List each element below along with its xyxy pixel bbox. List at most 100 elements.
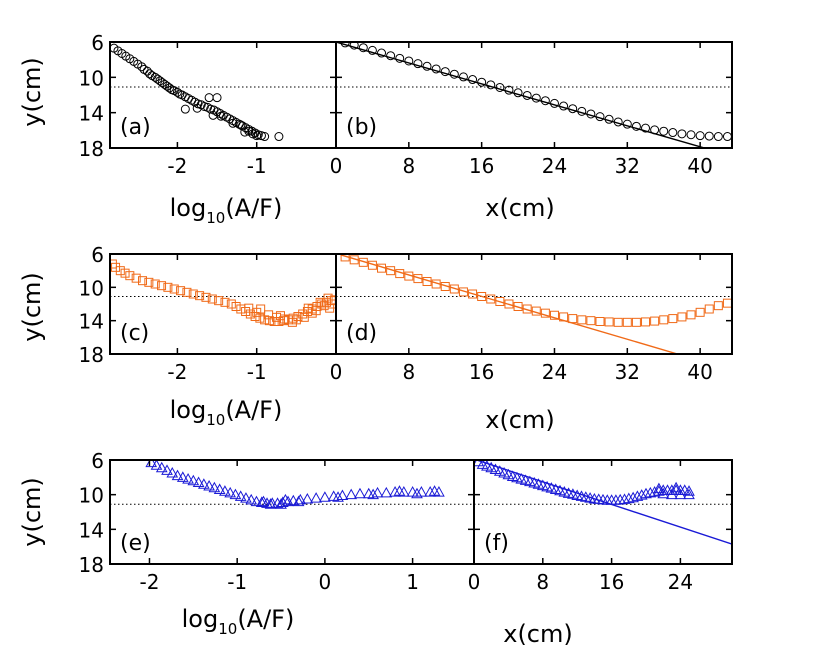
panel-d-point bbox=[595, 317, 605, 326]
panel-b-point bbox=[704, 131, 714, 141]
panel-d-point bbox=[449, 284, 459, 294]
panel-b-point bbox=[477, 77, 487, 87]
panel-c-point bbox=[110, 259, 117, 269]
panel-d-point bbox=[522, 304, 532, 314]
panel-d-point bbox=[349, 255, 359, 265]
panel-b-point bbox=[568, 104, 578, 114]
panel-e-point bbox=[354, 487, 366, 499]
panel-c-y-tick-label: 14 bbox=[79, 310, 104, 334]
panel-b-x-tick-label: 0 bbox=[330, 154, 343, 178]
panel-d-point bbox=[386, 266, 396, 276]
panel-d-point bbox=[422, 277, 432, 286]
panel-e-point bbox=[145, 460, 158, 468]
panel-b-point bbox=[549, 98, 559, 108]
panel-f-point bbox=[683, 485, 695, 496]
panel-a-plot: -2 -1 6 10 14 18 (a) bbox=[79, 31, 337, 178]
panel-e-point bbox=[287, 494, 300, 506]
panel-f-point bbox=[657, 487, 670, 499]
panel-d-x-tick-label: 40 bbox=[687, 360, 712, 384]
panel-e: y(cm) log10(A/F) bbox=[18, 477, 294, 638]
panel-b-point bbox=[540, 96, 550, 106]
panel-a-x-tick-label: -1 bbox=[247, 154, 267, 178]
panel-a-point bbox=[204, 93, 214, 103]
panel-c-point bbox=[131, 273, 141, 283]
panel-a-point bbox=[164, 83, 174, 93]
panel-b-point bbox=[395, 53, 405, 63]
panel-e-point bbox=[171, 469, 184, 481]
panel-b-point bbox=[440, 67, 450, 77]
panel-f-x-tick-label: 8 bbox=[536, 570, 549, 594]
panel-d-point bbox=[604, 317, 614, 327]
panel-c-y-tick-label: 18 bbox=[79, 343, 104, 367]
panel-d-fit-line bbox=[340, 254, 678, 354]
panel-c-point bbox=[245, 309, 255, 319]
panel-d-point bbox=[650, 316, 660, 326]
panel-d-point bbox=[513, 302, 523, 311]
panel-b-frame bbox=[335, 41, 733, 149]
panel-e-point bbox=[203, 479, 215, 491]
panel-f-point bbox=[674, 488, 687, 500]
panel-c-point bbox=[293, 312, 303, 321]
panel-c-marks bbox=[110, 259, 336, 327]
panel-b-point bbox=[650, 125, 660, 135]
panel-f-point bbox=[653, 485, 665, 496]
panel-b-x-tick-label: 24 bbox=[542, 154, 567, 178]
panel-b-point bbox=[668, 128, 678, 138]
panel-f-point bbox=[644, 486, 657, 498]
panel-e-point bbox=[176, 471, 189, 482]
panel-e-point bbox=[219, 485, 231, 496]
panel-c-ylabel: y(cm) bbox=[18, 272, 46, 342]
panel-b-fit-line bbox=[336, 42, 707, 148]
panel-d-point bbox=[686, 310, 696, 320]
panel-a-y-tick-label: 10 bbox=[79, 66, 104, 90]
panel-a-point bbox=[236, 120, 246, 130]
panel-e-point bbox=[310, 492, 322, 503]
panel-c-point bbox=[120, 268, 130, 278]
panel-f-point bbox=[618, 493, 631, 504]
panel-e-point bbox=[397, 486, 410, 497]
panel-e-point bbox=[224, 486, 237, 498]
panel-e-point bbox=[411, 487, 423, 499]
panel-d-point bbox=[458, 287, 468, 297]
panel-c: y(cm) log10(A/F) bbox=[18, 272, 282, 429]
panel-e-point bbox=[424, 486, 436, 497]
panel-f-plot: 0 8 16 24 (f) bbox=[468, 459, 733, 594]
panel-a-marks bbox=[110, 43, 284, 142]
panel-a-y-tick-label: 14 bbox=[79, 102, 104, 126]
panel-c-point bbox=[231, 302, 241, 311]
panel-c-point bbox=[138, 276, 148, 286]
panel-e-point bbox=[255, 496, 268, 507]
panel-f-x-tick-label: 16 bbox=[599, 570, 624, 594]
panel-c-point bbox=[115, 266, 125, 276]
panel-e-point bbox=[367, 488, 379, 500]
panel-c-point bbox=[150, 279, 160, 289]
panel-e-point bbox=[294, 493, 307, 505]
panel-c-point bbox=[182, 287, 192, 297]
panel-c-point bbox=[201, 292, 211, 302]
panel-a-point bbox=[274, 132, 284, 142]
panel-a-point bbox=[240, 127, 250, 137]
panel-d-x-tick-label: 16 bbox=[469, 360, 494, 384]
panel-e-marks bbox=[145, 460, 445, 509]
panel-c-point bbox=[176, 286, 186, 296]
panel-b-x-tick-label: 32 bbox=[615, 154, 640, 178]
panel-d-point bbox=[704, 304, 714, 314]
panel-e-frame bbox=[109, 459, 475, 565]
panel-d-point bbox=[677, 312, 687, 322]
panel-e-point bbox=[332, 491, 344, 502]
panel-d-point bbox=[413, 274, 423, 284]
panel-c-plot: -2 -1 6 10 14 18 (c) bbox=[79, 243, 337, 384]
panel-d-point bbox=[531, 306, 541, 316]
panel-f-x-tick-label: 24 bbox=[668, 570, 693, 594]
panel-d-point bbox=[586, 316, 596, 326]
panel-d-point bbox=[722, 298, 732, 308]
panel-e-point bbox=[182, 473, 194, 484]
panel-b-point bbox=[431, 64, 441, 74]
panel-f-point bbox=[653, 482, 665, 494]
panel-d-point bbox=[713, 301, 723, 311]
panel-b-x-tick-label: 16 bbox=[469, 154, 494, 178]
panel-f-point bbox=[627, 491, 639, 503]
panel-d-point bbox=[395, 269, 405, 279]
panel-c-point bbox=[302, 307, 312, 316]
panel-e-point bbox=[371, 486, 384, 498]
